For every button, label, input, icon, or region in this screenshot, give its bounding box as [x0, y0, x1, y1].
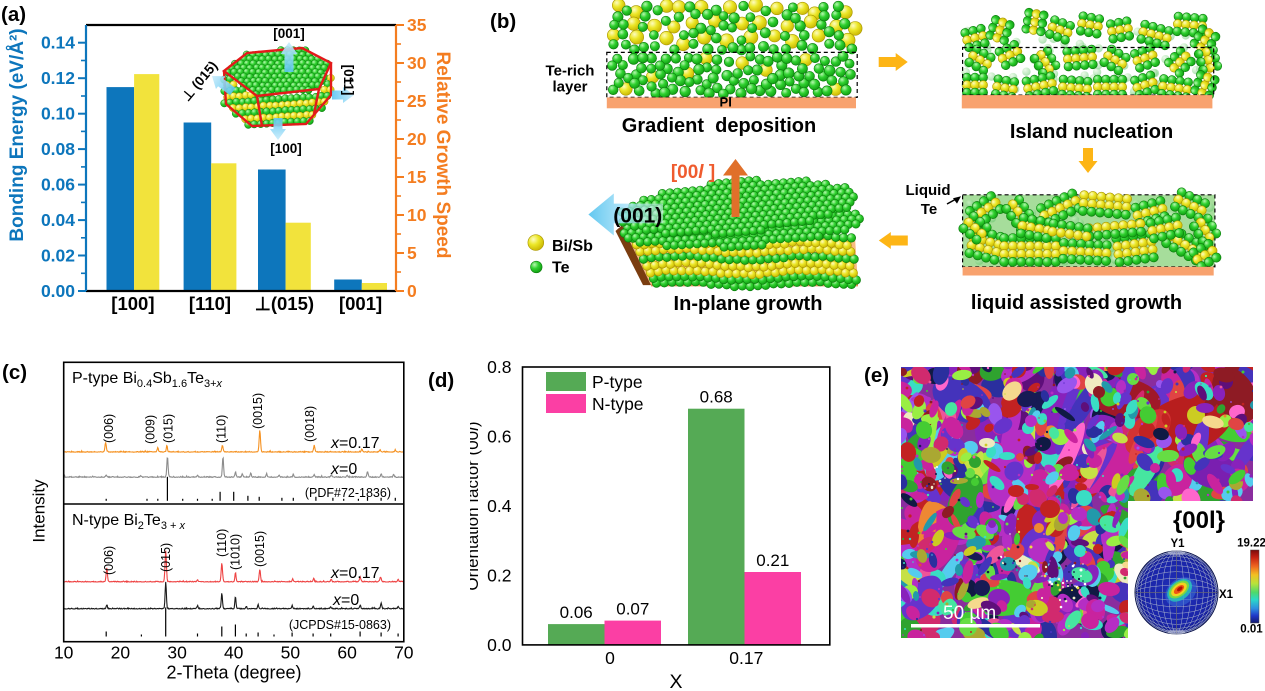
svg-text:0.8: 0.8 — [487, 357, 511, 377]
svg-text:N-type: N-type — [592, 394, 644, 414]
svg-text:(0018): (0018) — [303, 406, 317, 442]
svg-text:0.4: 0.4 — [487, 496, 512, 516]
svg-text:0.68: 0.68 — [700, 388, 733, 407]
svg-text:Y1: Y1 — [1170, 538, 1185, 550]
svg-text:0.01: 0.01 — [1240, 624, 1263, 636]
svg-text:25: 25 — [407, 91, 427, 111]
svg-text:20: 20 — [111, 643, 131, 663]
svg-text:35: 35 — [407, 15, 427, 35]
svg-text:50 µm: 50 µm — [943, 603, 996, 624]
svg-text:⊥(015): ⊥(015) — [255, 293, 314, 314]
svg-text:x=0: x=0 — [330, 461, 357, 478]
svg-text:[001]: [001] — [273, 26, 305, 41]
svg-text:0.07: 0.07 — [616, 600, 649, 619]
svg-text:x=0.17: x=0.17 — [330, 565, 380, 582]
svg-text:Te-rich: Te-rich — [546, 63, 595, 80]
svg-text:0.06: 0.06 — [41, 175, 75, 195]
svg-text:[00l ]: [00l ] — [671, 162, 715, 183]
svg-text:0.17: 0.17 — [729, 648, 763, 668]
svg-text:Bi/Sb: Bi/Sb — [552, 238, 593, 255]
svg-text:Relative Growth Speed: Relative Growth Speed — [432, 52, 453, 259]
svg-text:(009): (009) — [144, 415, 158, 444]
svg-text:liquid assisted growth: liquid assisted growth — [971, 292, 1182, 314]
svg-text:(110): (110) — [215, 415, 229, 443]
svg-text:Bonding Energy (eV/Å²): Bonding Energy (eV/Å²) — [7, 28, 28, 241]
svg-text:0.10: 0.10 — [41, 104, 75, 124]
svg-text:x=0: x=0 — [332, 592, 359, 609]
svg-text:X: X — [669, 671, 682, 691]
svg-text:0.12: 0.12 — [41, 68, 75, 88]
svg-text:15: 15 — [407, 167, 427, 187]
svg-text:0.6: 0.6 — [487, 427, 511, 447]
svg-text:0.00: 0.00 — [41, 281, 75, 301]
svg-text:PI: PI — [720, 95, 732, 110]
svg-text:19.22: 19.22 — [1237, 538, 1265, 550]
svg-text:Island nucleation: Island nucleation — [1010, 121, 1173, 143]
svg-text:20: 20 — [407, 129, 427, 149]
svg-text:[011]: [011] — [341, 65, 356, 96]
svg-text:Intensity: Intensity — [30, 479, 49, 543]
svg-text:[001]: [001] — [339, 293, 382, 314]
svg-text:(0015): (0015) — [251, 393, 265, 429]
svg-text:0.08: 0.08 — [41, 139, 75, 159]
svg-text:10: 10 — [54, 643, 74, 663]
svg-text:{00l}: {00l} — [1173, 507, 1225, 534]
svg-text:0.04: 0.04 — [41, 210, 75, 230]
svg-text:(JCPDS#15-0863): (JCPDS#15-0863) — [289, 618, 391, 632]
svg-text:70: 70 — [394, 643, 414, 663]
svg-text:30: 30 — [407, 53, 427, 73]
svg-text:30: 30 — [167, 643, 187, 663]
svg-text:Liquid: Liquid — [906, 182, 951, 199]
svg-text:layer: layer — [552, 79, 587, 96]
svg-text:10: 10 — [407, 205, 427, 225]
svg-text:Orientation factor (00l): Orientation factor (00l) — [470, 421, 482, 590]
svg-text:[110]: [110] — [189, 293, 231, 314]
svg-text:x=0.17: x=0.17 — [330, 435, 380, 452]
svg-text:0.0: 0.0 — [487, 635, 512, 655]
svg-text:(006): (006) — [102, 414, 116, 443]
svg-text:0: 0 — [407, 281, 417, 301]
svg-text:Te: Te — [921, 201, 937, 218]
svg-text:(110): (110) — [215, 529, 229, 557]
svg-text:0.2: 0.2 — [487, 565, 511, 585]
svg-text:(015): (015) — [159, 543, 173, 572]
svg-text:(0015): (0015) — [253, 531, 267, 567]
svg-text:40: 40 — [224, 643, 244, 663]
svg-text:0: 0 — [605, 648, 615, 668]
svg-text:0.14: 0.14 — [41, 33, 75, 53]
svg-text:(001): (001) — [613, 205, 662, 228]
svg-text:0.02: 0.02 — [41, 246, 75, 266]
svg-text:(015): (015) — [161, 414, 175, 443]
svg-text:2-Theta (degree): 2-Theta (degree) — [166, 663, 301, 683]
svg-text:N-type Bi2Te3 + x: N-type Bi2Te3 + x — [72, 512, 185, 532]
svg-text:5: 5 — [407, 243, 417, 263]
svg-text:50: 50 — [281, 643, 301, 663]
svg-text:Gradient deposition: Gradient deposition — [622, 115, 816, 137]
svg-text:Te: Te — [552, 260, 570, 277]
svg-text:[100]: [100] — [270, 141, 302, 156]
svg-text:X1: X1 — [1219, 589, 1234, 601]
svg-text:(PDF#72-1836): (PDF#72-1836) — [305, 486, 391, 500]
svg-text:In-plane growth: In-plane growth — [674, 293, 823, 315]
svg-text:0.21: 0.21 — [756, 551, 789, 570]
svg-text:P-type: P-type — [592, 372, 643, 392]
svg-text:(1010): (1010) — [229, 534, 243, 570]
svg-text:[100]: [100] — [111, 293, 154, 314]
svg-text:(006): (006) — [102, 546, 116, 575]
svg-text:P-type Bi0.4Sb1.6Te3+x: P-type Bi0.4Sb1.6Te3+x — [72, 370, 223, 390]
svg-text:0.06: 0.06 — [560, 603, 593, 622]
svg-text:60: 60 — [337, 643, 357, 663]
